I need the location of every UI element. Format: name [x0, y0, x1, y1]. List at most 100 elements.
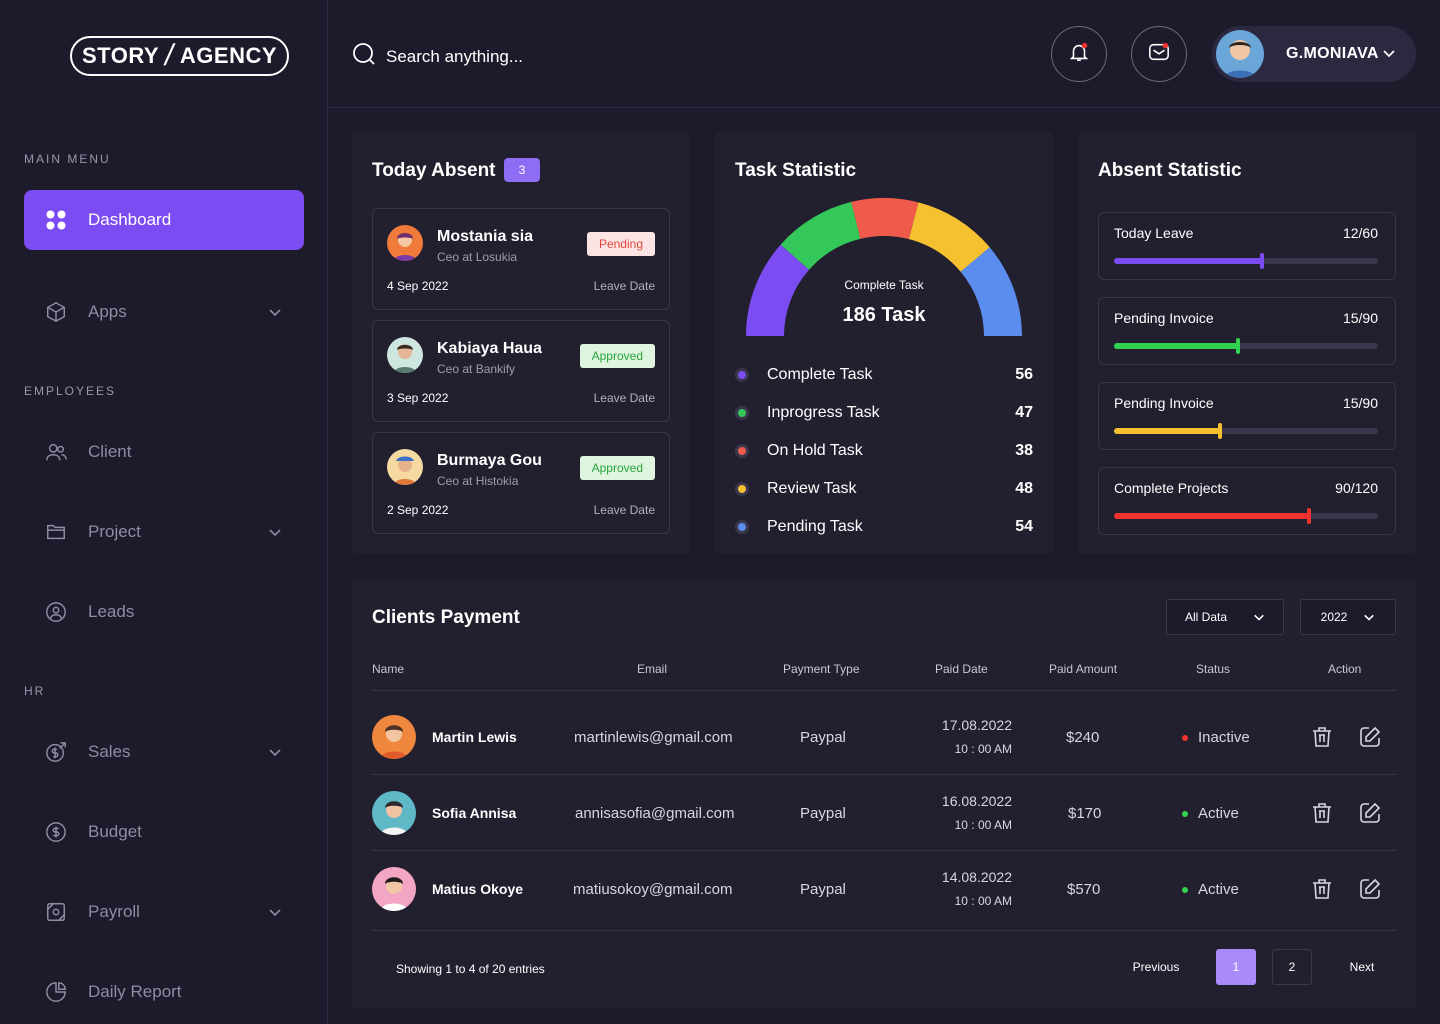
messages-button[interactable] [1131, 26, 1187, 82]
sidebar-item-budget[interactable]: Budget [24, 802, 304, 862]
gauge-segment [746, 244, 810, 336]
list-item[interactable]: Mostania sia Ceo at Losukia Pending 4 Se… [372, 208, 670, 310]
progress-knob[interactable] [1218, 423, 1222, 439]
sidebar-item-apps[interactable]: Apps [24, 282, 304, 342]
sidebar-item-project[interactable]: Project [24, 502, 304, 562]
column-header-paid-date[interactable]: Paid Date [935, 662, 988, 676]
dropdown-value: All Data [1184, 610, 1228, 624]
legend-label: On Hold Task [767, 442, 863, 459]
absent-date: 2 Sep 2022 [387, 503, 449, 517]
sidebar: STORY / AGENCY MAIN MENU Dashboard Apps … [0, 0, 328, 1024]
cube-icon [44, 300, 68, 324]
gauge-segment [851, 198, 919, 240]
gauge-center-value: 186 Task [842, 304, 926, 326]
legend-value: 38 [1015, 442, 1033, 459]
column-header-paid-amount[interactable]: Paid Amount [1049, 662, 1118, 676]
stat-item: Complete Projects 90/120 [1098, 467, 1396, 535]
client-email[interactable]: annisasofia@gmail.com [575, 805, 735, 822]
progress-fill [1114, 258, 1262, 264]
sidebar-item-daily-report[interactable]: Daily Report [24, 962, 304, 1022]
column-header-payment-type[interactable]: Payment Type [783, 662, 860, 676]
gauge-segment [960, 247, 1022, 336]
task-statistic-card: Task Statistic Complete Task 186 Task Co… [715, 132, 1053, 554]
paid-date: 16.08.2022 [941, 793, 1012, 809]
logo-text-right: AGENCY [179, 43, 278, 68]
progress-knob[interactable] [1307, 508, 1311, 524]
header-divider [328, 107, 1440, 108]
avatar [372, 791, 416, 835]
sidebar-item-label: Payroll [88, 902, 140, 921]
payment-type: Paypal [800, 805, 846, 822]
paid-time: 10 : 00 AM [954, 742, 1012, 756]
legend-item: Review Task 48 [735, 477, 1033, 501]
brand-logo[interactable]: STORY / AGENCY [70, 36, 290, 76]
status-badge: Inactive [1182, 729, 1250, 746]
stat-value: 90/120 [1335, 480, 1378, 496]
edit-icon[interactable] [1358, 877, 1382, 901]
sidebar-item-dashboard[interactable]: Dashboard [24, 190, 304, 250]
leave-date-label: Leave Date [593, 391, 655, 405]
sidebar-item-label: Sales [88, 742, 131, 761]
client-name: Sofia Annisa [432, 805, 517, 821]
stat-item: Pending Invoice 15/90 [1098, 297, 1396, 365]
paid-time: 10 : 00 AM [954, 818, 1012, 832]
edit-icon[interactable] [1358, 725, 1382, 749]
stat-label: Complete Projects [1114, 480, 1229, 496]
sidebar-item-leads[interactable]: Leads [24, 582, 304, 642]
progress-fill [1114, 428, 1220, 434]
sidebar-item-sales[interactable]: Sales [24, 722, 304, 782]
user-menu[interactable]: G.MONIAVA [1212, 26, 1416, 82]
column-header-status[interactable]: Status [1196, 662, 1231, 676]
list-item[interactable]: Burmaya Gou Ceo at Histokia Approved 2 S… [372, 432, 670, 534]
legend-dot-icon [735, 368, 749, 382]
progress-knob[interactable] [1260, 253, 1264, 269]
legend-label: Complete Task [767, 366, 873, 383]
search-bar[interactable]: Search anything... [352, 42, 523, 71]
sidebar-item-payroll[interactable]: Payroll [24, 882, 304, 942]
payment-type: Paypal [800, 729, 846, 746]
legend-value: 54 [1015, 518, 1033, 535]
column-header-name[interactable]: Name [372, 662, 405, 676]
avatar [372, 715, 416, 759]
page-button-2[interactable]: 2 [1272, 949, 1312, 985]
page-button-1[interactable]: 1 [1216, 949, 1256, 985]
divider [372, 774, 1396, 775]
status-badge: Active [1182, 881, 1239, 898]
legend-dot-icon [735, 520, 749, 534]
status-badge: Pending [586, 232, 655, 256]
delete-icon[interactable] [1310, 725, 1334, 749]
year-dropdown[interactable]: 2022 [1300, 599, 1396, 635]
client-email[interactable]: martinlewis@gmail.com [574, 729, 733, 746]
notification-button[interactable] [1051, 26, 1107, 82]
chevron-down-icon [1363, 611, 1375, 623]
logo-text-left: STORY [82, 43, 160, 68]
status-badge: Approved [579, 344, 655, 368]
stat-label: Pending Invoice [1114, 310, 1214, 326]
sidebar-item-client[interactable]: Client [24, 422, 304, 482]
column-header-email[interactable]: Email [637, 662, 668, 676]
sidebar-item-label: Client [88, 442, 132, 461]
column-header-action[interactable]: Action [1328, 662, 1362, 676]
next-page-button[interactable]: Next [1349, 960, 1375, 974]
legend-value: 48 [1015, 480, 1033, 497]
data-filter-dropdown[interactable]: All Data [1166, 599, 1284, 635]
list-item[interactable]: Kabiaya Haua Ceo at Bankify Approved 3 S… [372, 320, 670, 422]
absent-name: Kabiaya Haua [437, 340, 542, 357]
mail-icon [1148, 41, 1170, 68]
sidebar-item-label: Dashboard [88, 210, 172, 229]
delete-icon[interactable] [1310, 877, 1334, 901]
progress-knob[interactable] [1236, 338, 1240, 354]
edit-icon[interactable] [1358, 801, 1382, 825]
previous-page-button[interactable]: Previous [1132, 960, 1180, 974]
delete-icon[interactable] [1310, 801, 1334, 825]
avatar [387, 337, 423, 373]
avatar [372, 867, 416, 911]
search-input[interactable]: Search anything... [386, 46, 524, 66]
absent-date: 4 Sep 2022 [387, 279, 449, 293]
chevron-down-icon [268, 524, 282, 544]
divider [372, 690, 1396, 691]
status-text: Inactive [1198, 729, 1250, 746]
client-email[interactable]: matiusokoy@gmail.com [573, 881, 733, 898]
sidebar-item-label: Leads [88, 602, 135, 621]
stat-label: Today Leave [1114, 225, 1194, 241]
